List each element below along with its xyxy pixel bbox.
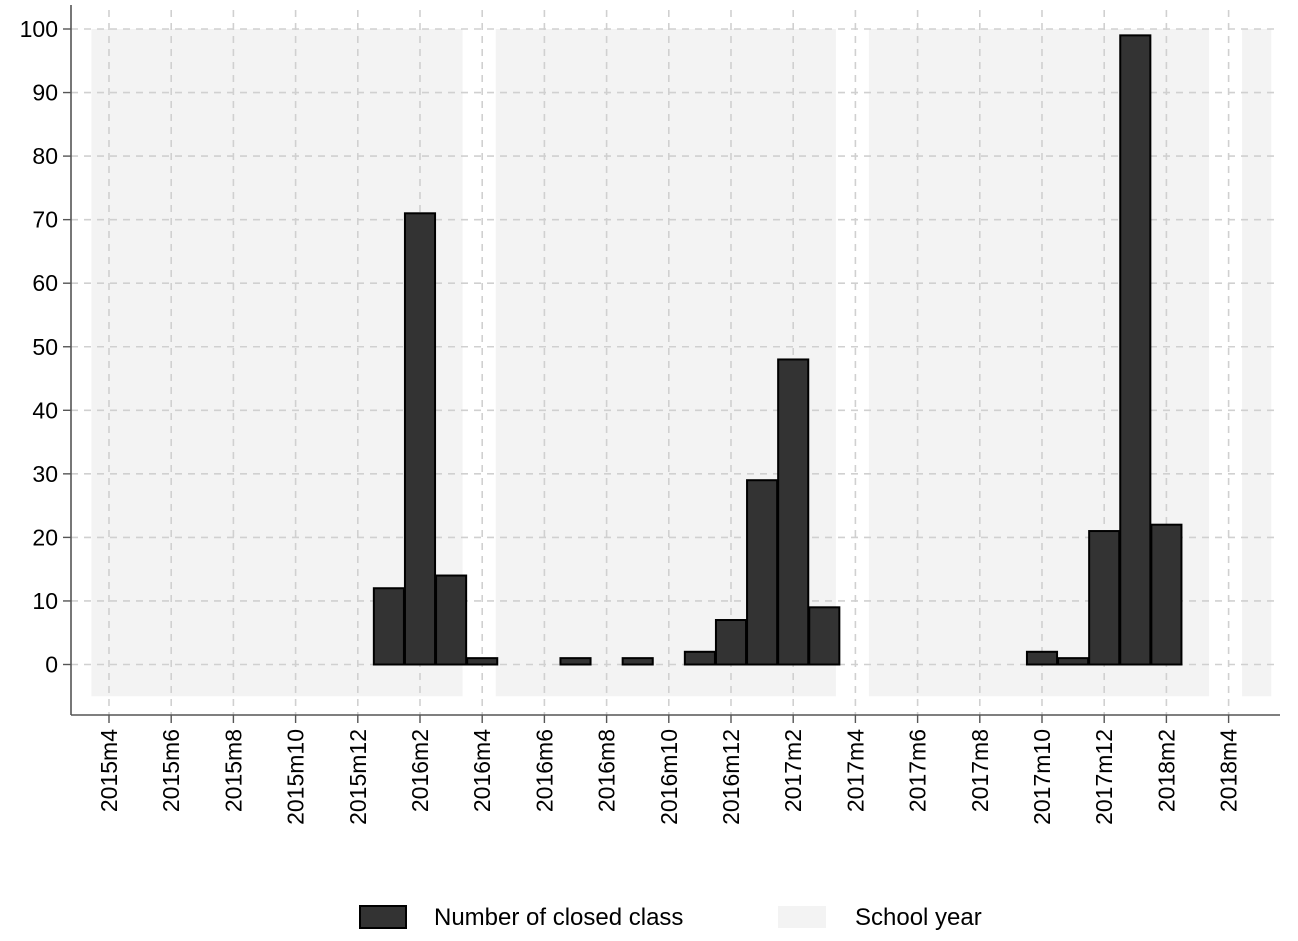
axes (63, 5, 1280, 723)
bar (435, 574, 468, 666)
x-tick-label: 2016m12 (718, 729, 744, 825)
bar (683, 650, 716, 666)
x-tick-label: 2017m12 (1091, 729, 1117, 825)
legend-label-school-year: School year (855, 904, 982, 931)
y-tick-label: 50 (32, 334, 58, 360)
bar (1088, 530, 1121, 666)
x-tick-label: 2015m10 (283, 729, 309, 825)
y-tick-label: 70 (32, 207, 58, 233)
x-tick-label: 2015m8 (220, 729, 246, 812)
bar (1150, 523, 1183, 666)
x-tick-label: 2016m10 (656, 729, 682, 825)
x-tick-label: 2016m6 (531, 729, 557, 812)
x-tick-label: 2018m2 (1153, 729, 1179, 812)
x-tick-label: 2015m12 (345, 729, 371, 825)
x-tick-label: 2017m4 (842, 729, 868, 812)
x-tick-label: 2016m2 (407, 729, 433, 812)
y-tick-label: 30 (32, 461, 58, 487)
x-tick-label: 2016m8 (594, 729, 620, 812)
x-tick-label: 2017m6 (905, 729, 931, 812)
legend-swatch-school-year (778, 906, 826, 928)
bar (559, 657, 592, 666)
x-tick-label: 2015m4 (96, 729, 122, 812)
x-tick-label: 2017m2 (780, 729, 806, 812)
bar (777, 358, 810, 666)
bar (714, 619, 748, 666)
school-year-band (1242, 29, 1272, 697)
x-tick-label: 2017m10 (1029, 729, 1055, 825)
bar (1119, 34, 1152, 666)
legend-label-bars: Number of closed class (434, 904, 683, 931)
y-tick-label: 40 (32, 397, 58, 423)
y-tick-label: 80 (32, 143, 58, 169)
bar (1025, 650, 1059, 666)
y-tick-label: 10 (32, 588, 58, 614)
bar (403, 212, 437, 666)
grid-lines (71, 10, 1280, 715)
legend-swatch-bars (359, 905, 407, 929)
x-tick-label: 2017m8 (967, 729, 993, 812)
bar (746, 479, 779, 666)
y-tick-label: 0 (45, 652, 58, 678)
bars (372, 34, 1183, 666)
x-tick-labels: 2015m4 2015m6 2015m8 2015m10 2015m12 2016m2 20… (96, 729, 1242, 825)
bar (808, 606, 841, 666)
legend: Number of closed class School year (359, 904, 982, 931)
bar (372, 587, 405, 666)
bar (621, 657, 654, 666)
x-tick-label: 2015m6 (158, 729, 184, 812)
y-tick-label: 90 (32, 80, 58, 106)
y-tick-label: 60 (32, 270, 58, 296)
school-year-band (91, 29, 463, 697)
x-tick-label: 2016m4 (469, 729, 495, 812)
y-tick-label: 100 (20, 16, 58, 42)
y-tick-label: 20 (32, 524, 58, 550)
bar (1057, 657, 1090, 666)
x-tick-label: 2018m4 (1216, 729, 1242, 812)
y-tick-labels: 0 10 20 30 40 50 60 70 80 90 100 (20, 16, 58, 678)
bar (466, 657, 499, 666)
